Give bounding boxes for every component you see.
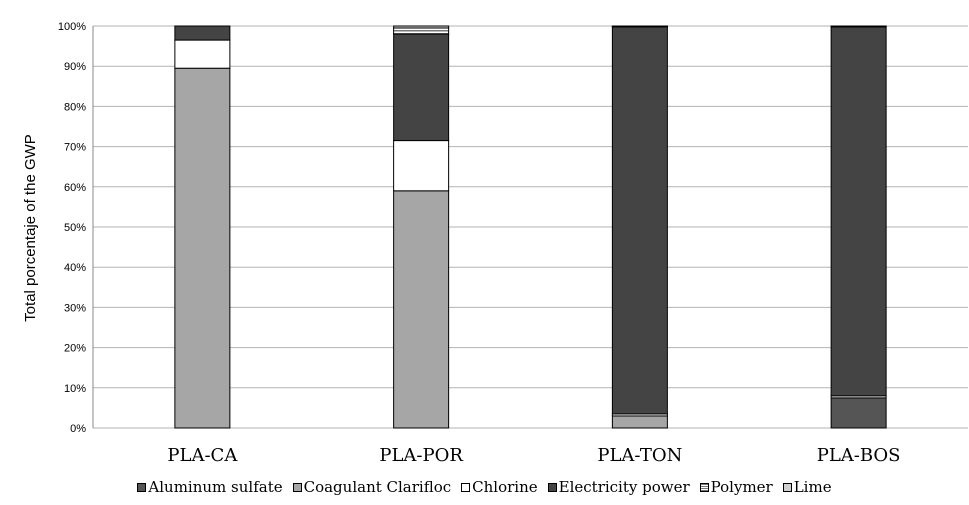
y-tick-label: 0% [70,423,86,435]
bar-segment [393,25,450,29]
legend-item: Polymer [699,478,773,496]
legend-label: Electricity power [558,478,690,496]
y-tick-label: 50% [64,222,86,234]
legend-item: Lime [782,478,832,496]
legend-label: Polymer [710,478,773,496]
legend-swatch [292,482,302,492]
legend-label: Aluminum sulfate [148,478,283,496]
y-tick-label: 40% [64,262,86,274]
bar-segment [393,140,450,192]
legend: Aluminum sulfate Coagulant Clarifloc Chlor… [0,478,969,496]
y-tick-label: 100% [58,21,86,33]
legend-swatch [547,482,557,492]
legend-label: Coagulant Clarifloc [303,478,452,496]
y-tick-label: 70% [64,142,86,154]
bar-segment [174,67,231,429]
legend-label: Lime [793,478,832,496]
x-tick-label: PLA-TON [597,445,682,466]
y-tick-label: 10% [64,383,86,395]
y-tick-label: 20% [64,343,86,355]
legend-item: Electricity power [547,478,690,496]
legend-item: Aluminum sulfate [137,478,283,496]
bar-segment [393,27,450,35]
x-tick-label: PLA-BOS [817,445,901,466]
x-tick-label: PLA-CA [167,445,238,466]
legend-item: Chlorine [461,478,538,496]
y-tick-label: 30% [64,302,86,314]
bar-segment [611,25,668,27]
legend-swatch [782,482,792,492]
y-axis-label: Total porcentaje of the GWP [22,134,39,322]
legend-label: Chlorine [472,478,538,496]
bar-segment [830,26,887,397]
bar-segment [393,190,450,429]
y-tick-label: 80% [64,101,86,113]
y-tick-label: 60% [64,182,86,194]
y-tick-label: 90% [64,61,86,73]
bar-segment [830,25,887,27]
bar-segment [174,39,231,69]
bar-segment [611,26,668,415]
legend-swatch [699,482,709,492]
bar-segment [611,415,668,429]
bar-segment [174,25,231,41]
bar-segment [393,33,450,142]
x-tick-label: PLA-POR [379,445,463,466]
bar-segment [830,397,887,429]
legend-swatch [461,482,471,492]
legend-item: Coagulant Clarifloc [292,478,452,496]
legend-swatch [137,482,147,492]
